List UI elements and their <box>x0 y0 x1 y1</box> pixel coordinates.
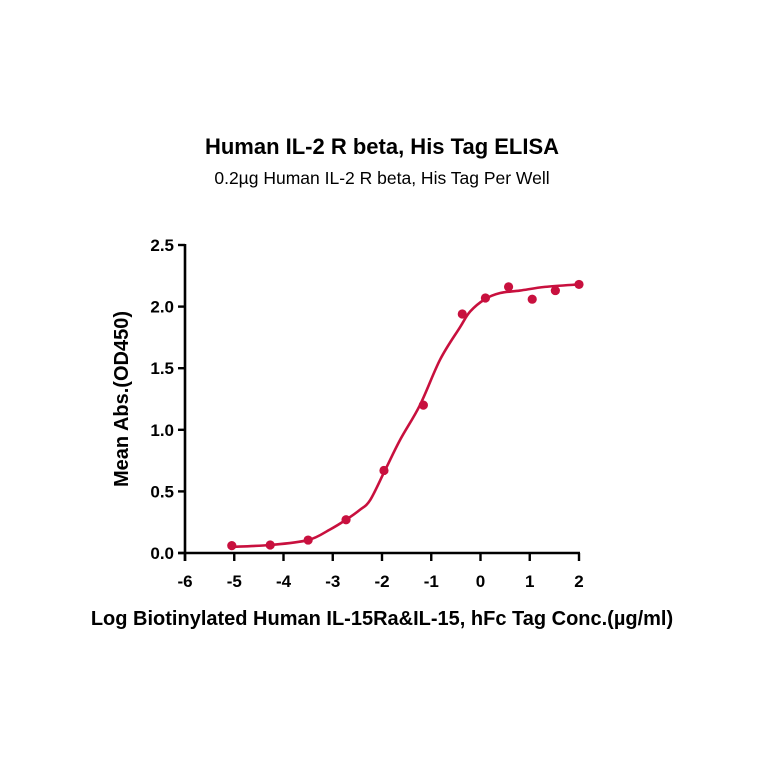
y-axis-title: Mean Abs.(OD450) <box>111 311 133 487</box>
x-tick-label: 0 <box>476 572 485 591</box>
data-points <box>227 279 584 551</box>
x-tick-label: -1 <box>424 572 439 591</box>
data-point <box>303 535 313 545</box>
x-tick-label: -3 <box>325 572 340 591</box>
x-tick-label: -4 <box>276 572 292 591</box>
chart-title: Human IL-2 R beta, His Tag ELISA <box>204 134 560 159</box>
data-point <box>550 285 560 296</box>
data-point <box>457 309 467 319</box>
y-tick-label: 0.5 <box>150 482 174 501</box>
x-tick-label: 2 <box>574 572 583 591</box>
data-point <box>418 400 428 410</box>
y-tick-label: 0.0 <box>150 544 174 563</box>
data-point <box>480 293 491 303</box>
data-point <box>227 541 237 551</box>
x-tick-label: 1 <box>525 572 534 591</box>
data-point <box>341 515 351 525</box>
axes: 0.0 0.5 1.0 1.5 2.0 2.5 -6 -5 -4 -3 -2 -1 0 1 2 <box>150 236 583 591</box>
curve-path <box>230 283 581 549</box>
x-tick-label: -6 <box>177 572 192 591</box>
y-tick-label: 1.0 <box>150 421 174 440</box>
data-point <box>379 465 389 476</box>
x-tick-label: -5 <box>227 572 242 591</box>
x-axis-title: Log Biotinylated Human IL-15Ra&IL-15, hF… <box>91 608 673 630</box>
data-point <box>503 282 514 292</box>
y-tick-label: 2.0 <box>150 298 174 317</box>
y-tick-label: 2.5 <box>150 236 174 255</box>
y-tick-label: 1.5 <box>150 359 174 378</box>
data-point <box>527 294 537 304</box>
data-point <box>574 279 584 290</box>
data-point <box>265 540 275 550</box>
fitted-curve <box>230 283 581 549</box>
x-tick-label: -2 <box>374 572 389 591</box>
chart-subtitle: 0.2µg Human IL-2 R beta, His Tag Per Wel… <box>214 168 550 188</box>
